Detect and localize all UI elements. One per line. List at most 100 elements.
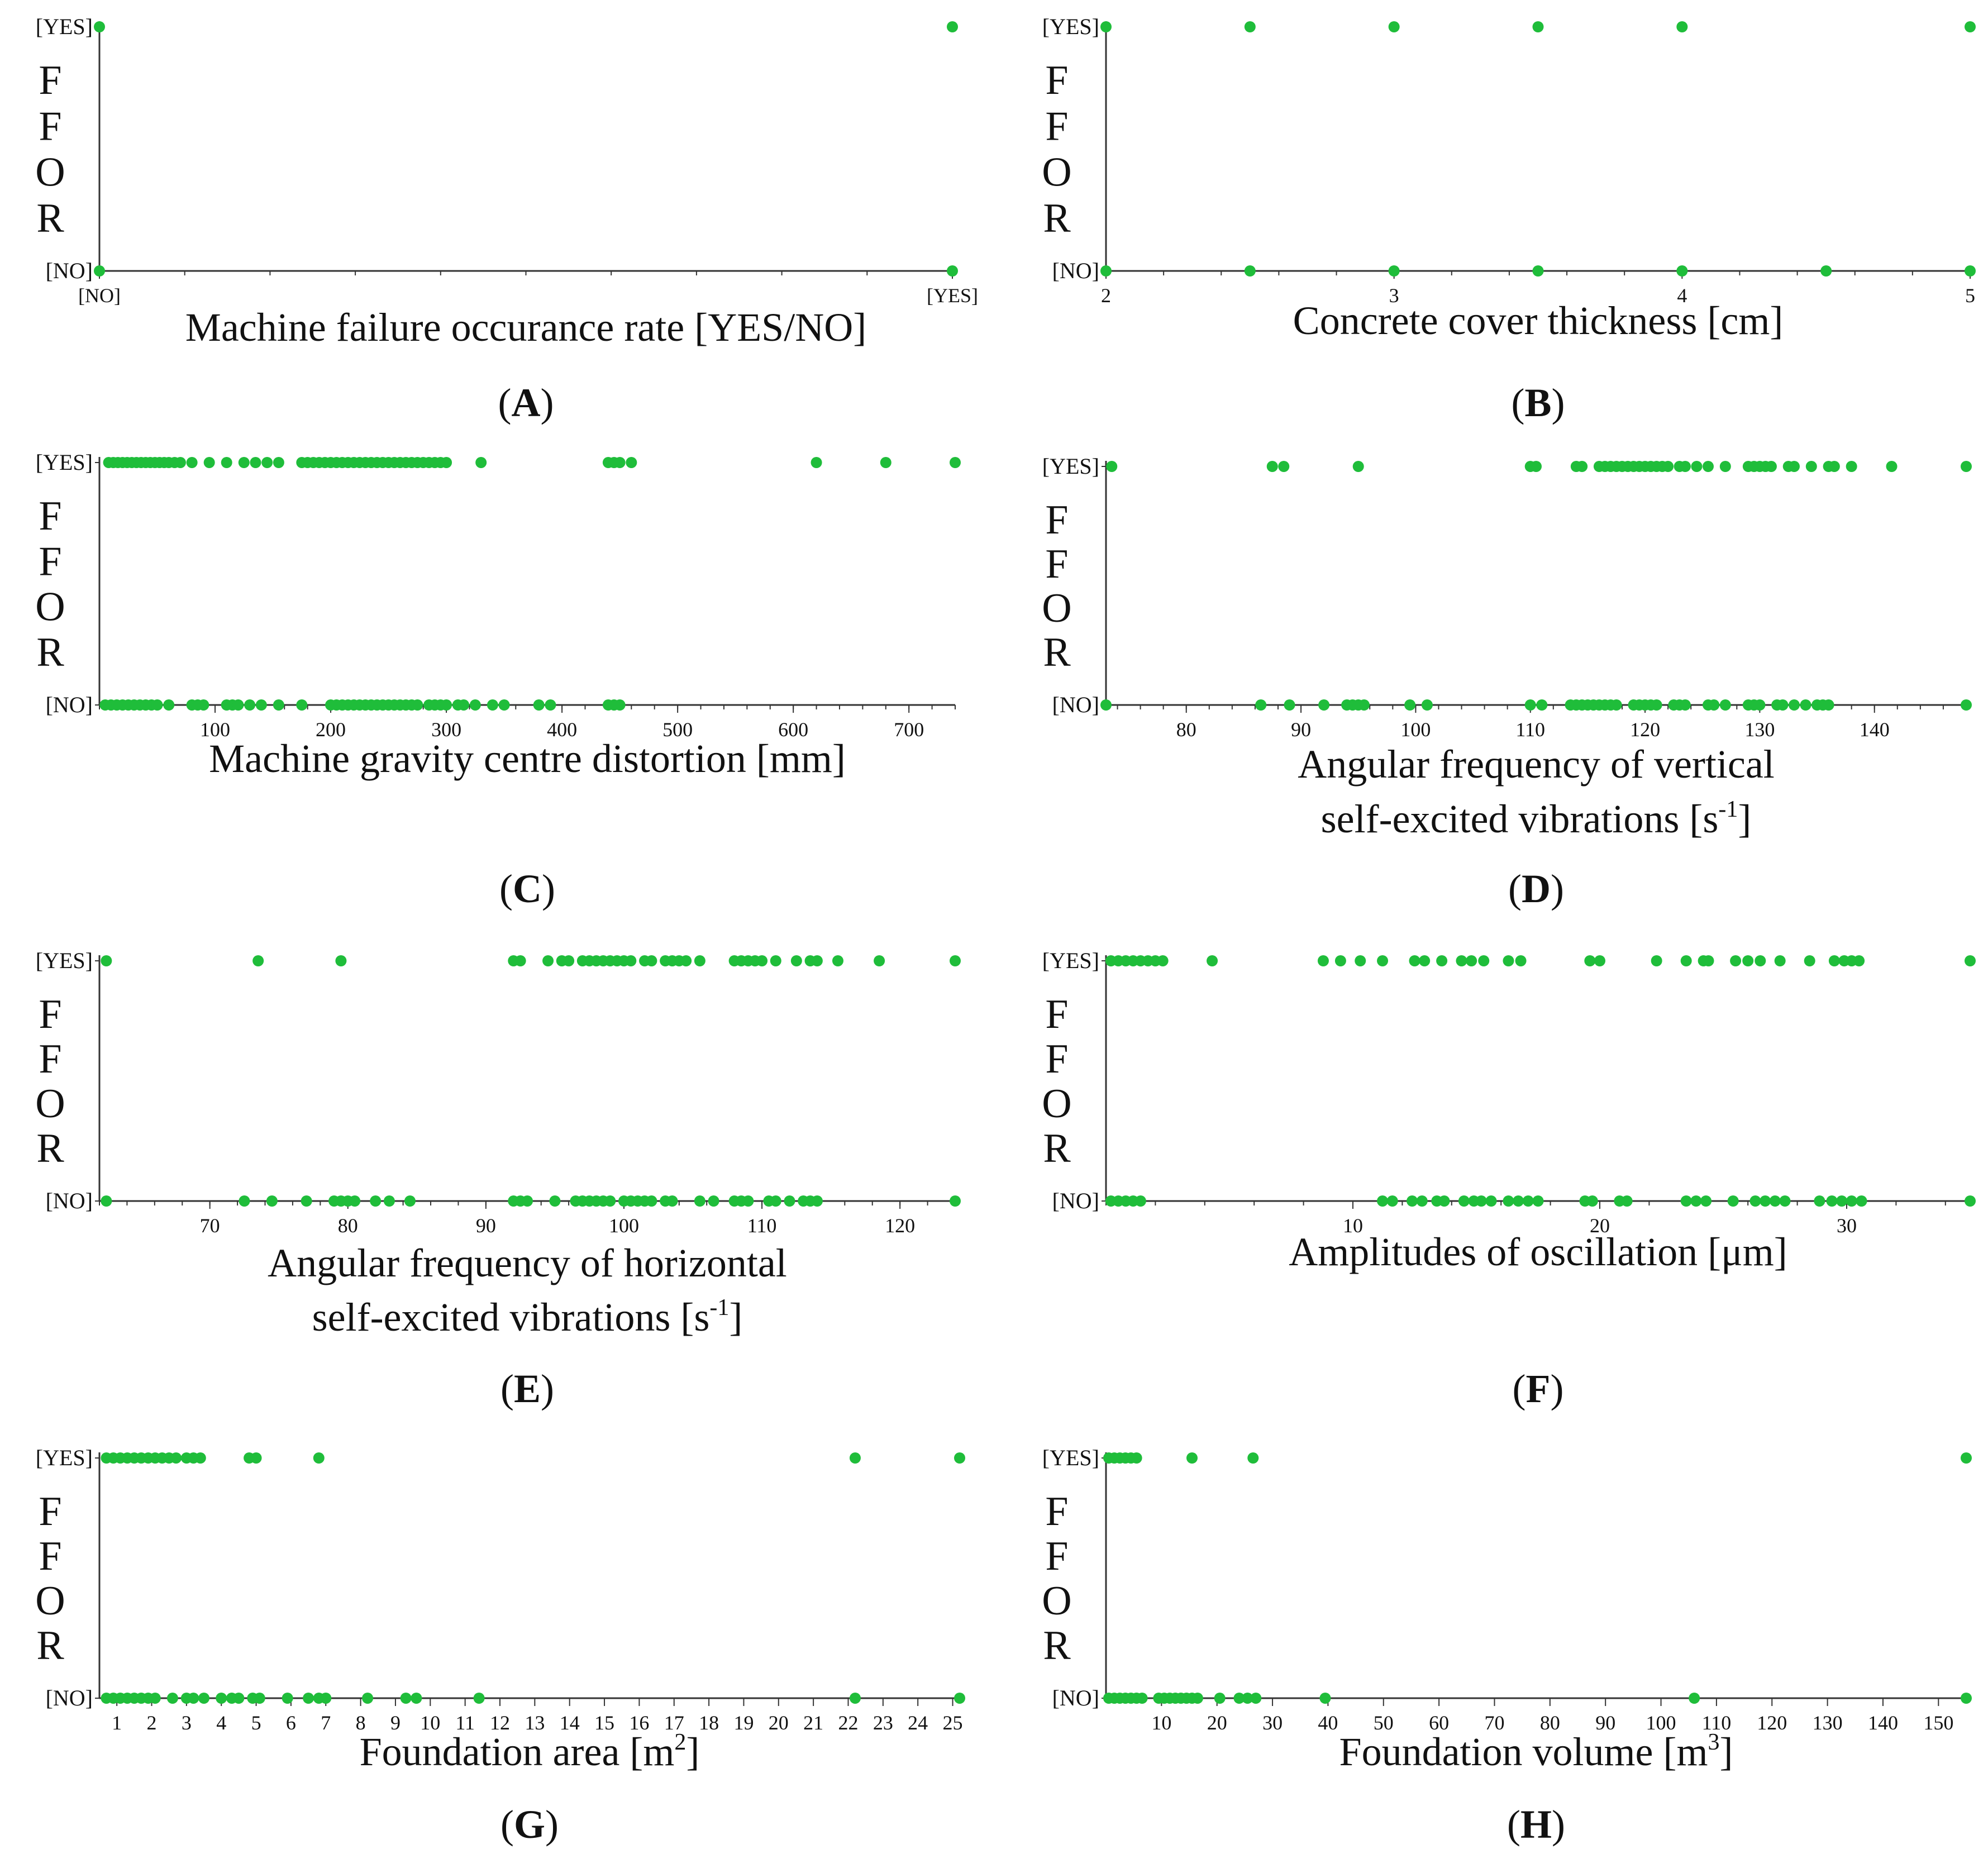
data-point-yes xyxy=(1719,461,1731,472)
x-tick-label: 19 xyxy=(733,1712,754,1734)
data-point-yes xyxy=(174,457,186,468)
data-point-yes xyxy=(1157,955,1169,966)
x-tick-label: 10 xyxy=(1151,1712,1171,1734)
data-point-yes xyxy=(252,955,264,966)
data-point-yes xyxy=(625,955,637,966)
data-point-yes xyxy=(1334,955,1346,966)
data-point-no xyxy=(1965,265,1976,277)
data-point-no xyxy=(1458,1195,1470,1207)
x-axis-title: Angular frequency of horizontal xyxy=(268,1241,787,1285)
data-point-yes xyxy=(680,955,692,966)
data-point-yes xyxy=(1266,461,1278,472)
y-category-label: [NO] xyxy=(1052,1685,1099,1710)
data-point-no xyxy=(1524,699,1536,711)
data-point-yes xyxy=(1730,955,1742,966)
data-point-yes xyxy=(250,457,261,468)
panel-caption: (C) xyxy=(499,866,555,911)
data-point-no xyxy=(370,1195,382,1207)
y-axis-letter: O xyxy=(1042,585,1071,631)
x-tick-label: 14 xyxy=(560,1712,580,1734)
x-tick-label: 4 xyxy=(216,1712,226,1734)
data-point-yes xyxy=(646,955,657,966)
data-point-no xyxy=(1255,699,1267,711)
y-axis-letter: F xyxy=(1045,1533,1068,1579)
data-point-yes xyxy=(770,955,781,966)
y-axis-letter: F xyxy=(1045,1036,1068,1082)
y-axis-letter: F xyxy=(39,992,61,1037)
data-point-no xyxy=(1377,1195,1389,1207)
x-tick-label: 100 xyxy=(200,718,230,741)
x-tick-label: 60 xyxy=(1429,1712,1449,1734)
data-point-no xyxy=(149,1693,161,1704)
data-point-no xyxy=(1416,1195,1428,1207)
x-tick-label: 100 xyxy=(609,1214,639,1237)
data-point-yes xyxy=(694,955,705,966)
y-axis-letter: O xyxy=(1042,1578,1071,1624)
x-tick-label: 23 xyxy=(873,1712,893,1734)
y-axis-letter: F xyxy=(39,1489,61,1535)
data-point-no xyxy=(1586,1195,1598,1207)
data-point-yes xyxy=(1436,955,1448,966)
x-tick-label: 5 xyxy=(251,1712,261,1734)
data-point-yes xyxy=(950,457,961,468)
x-tick-label: 11 xyxy=(455,1712,475,1734)
data-point-no xyxy=(404,1195,416,1207)
data-point-yes xyxy=(811,457,822,468)
y-axis-letter: F xyxy=(1045,1489,1068,1535)
data-point-no xyxy=(1388,265,1400,277)
panel-caption: (G) xyxy=(500,1802,559,1847)
data-point-no xyxy=(954,1693,965,1704)
data-point-no xyxy=(1233,1693,1245,1704)
x-tick-label: 9 xyxy=(390,1712,401,1734)
x-tick-label: 400 xyxy=(547,718,577,741)
data-point-no xyxy=(770,1195,781,1207)
data-point-no xyxy=(1407,1195,1418,1207)
data-point-no xyxy=(1826,1195,1838,1207)
data-point-no xyxy=(1823,699,1834,711)
x-tick-label: [NO] xyxy=(78,284,121,307)
data-point-no xyxy=(469,699,481,711)
x-tick-label: 20 xyxy=(1590,1214,1610,1237)
data-point-no xyxy=(1836,1195,1848,1207)
data-point-no xyxy=(646,1195,657,1207)
data-point-yes xyxy=(1789,461,1800,472)
panel-caption: (H) xyxy=(1507,1802,1565,1847)
y-category-label: [NO] xyxy=(46,258,93,283)
data-point-no xyxy=(255,699,267,711)
data-point-no xyxy=(216,1693,227,1704)
data-point-yes xyxy=(1207,955,1218,966)
data-point-no xyxy=(1244,265,1256,277)
data-point-no xyxy=(1100,699,1112,711)
data-point-no xyxy=(522,1195,533,1207)
y-category-label: [YES] xyxy=(1042,454,1099,479)
y-category-label: [NO] xyxy=(46,1685,93,1710)
y-axis-letter: F xyxy=(39,58,61,103)
x-tick-label: 200 xyxy=(316,718,346,741)
data-point-no xyxy=(151,699,163,711)
data-point-no xyxy=(400,1693,412,1704)
x-tick-label: 8 xyxy=(356,1712,366,1734)
y-axis-letter: F xyxy=(39,1036,61,1082)
x-tick-label: 130 xyxy=(1813,1712,1843,1734)
data-point-yes xyxy=(1755,955,1766,966)
data-point-no xyxy=(811,1195,823,1207)
x-tick-label: 90 xyxy=(1595,1712,1615,1734)
data-point-yes xyxy=(811,955,823,966)
data-point-no xyxy=(1749,1195,1761,1207)
x-tick-label: 30 xyxy=(1262,1712,1283,1734)
panel-caption: (D) xyxy=(1508,866,1564,911)
data-point-no xyxy=(163,699,175,711)
x-tick-label: 140 xyxy=(1860,718,1890,741)
data-point-no xyxy=(166,1693,178,1704)
x-axis-title: self-excited vibrations [s-1] xyxy=(312,1295,743,1340)
data-point-no xyxy=(320,1693,332,1704)
data-point-no xyxy=(1532,1195,1544,1207)
x-tick-label: 110 xyxy=(747,1214,777,1237)
x-tick-label: 10 xyxy=(1343,1214,1363,1237)
data-point-yes xyxy=(441,457,452,468)
y-category-label: [NO] xyxy=(1052,258,1099,283)
